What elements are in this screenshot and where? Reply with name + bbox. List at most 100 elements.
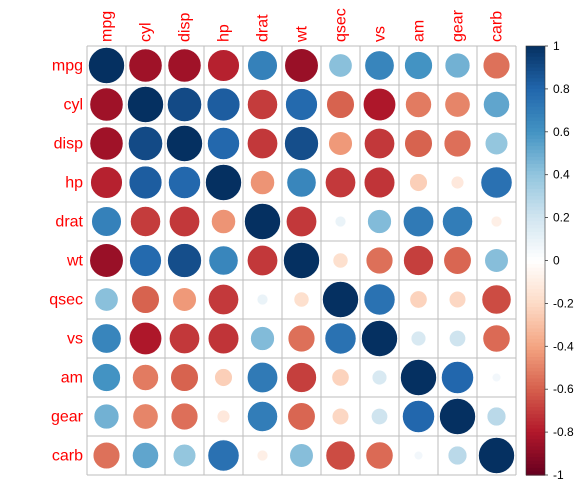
legend-tick-label: -0.2	[553, 296, 574, 310]
legend-swatch	[526, 299, 545, 304]
legend-swatch	[526, 149, 545, 154]
corr-circle-wt-am	[403, 245, 434, 276]
legend-swatch	[526, 85, 545, 90]
legend-swatch	[526, 153, 545, 158]
legend-swatch	[526, 53, 545, 58]
corr-circle-hp-cyl	[128, 165, 163, 200]
legend-swatch	[526, 328, 545, 333]
legend-swatch	[526, 346, 545, 351]
legend-swatch	[526, 278, 545, 283]
legend-swatch	[526, 353, 545, 358]
corr-circle-gear-cyl	[132, 403, 159, 430]
col-label-wt: wt	[294, 25, 311, 43]
corr-circle-carb-drat	[256, 449, 269, 462]
legend-swatch	[526, 185, 545, 190]
corr-circle-am-vs	[371, 369, 388, 386]
legend-tick-label: 1	[553, 39, 560, 53]
corr-circle-vs-drat	[250, 326, 275, 351]
corr-circle-am-mpg	[92, 363, 121, 392]
corr-circle-gear-wt	[287, 402, 316, 431]
corr-circle-disp-vs	[364, 128, 395, 159]
legend-swatch	[526, 403, 545, 408]
legend-swatch	[526, 142, 545, 147]
legend-swatch	[526, 399, 545, 405]
col-label-hp: hp	[216, 24, 233, 42]
col-label-disp: disp	[177, 13, 194, 42]
corr-circle-drat-wt	[286, 206, 317, 237]
corr-circle-disp-disp	[166, 125, 203, 162]
corr-circle-hp-wt	[286, 167, 317, 198]
legend-swatch	[526, 146, 545, 151]
legend-swatch	[526, 135, 545, 140]
legend-swatch	[526, 385, 545, 390]
legend-swatch	[526, 203, 545, 208]
corr-circle-qsec-mpg	[94, 287, 119, 312]
legend-swatch	[526, 317, 545, 322]
legend-swatch	[526, 378, 545, 383]
row-label-gear: gear	[51, 409, 84, 426]
legend-swatch	[526, 214, 545, 219]
legend-swatch	[526, 439, 545, 444]
legend-swatch	[526, 314, 545, 319]
corr-circle-disp-qsec	[328, 131, 353, 156]
legend-swatch	[526, 256, 545, 262]
legend-swatch	[526, 335, 545, 340]
legend-swatch	[526, 235, 545, 240]
legend-tick-label: 0.8	[553, 82, 570, 96]
row-label-wt: wt	[66, 253, 84, 270]
corr-circle-hp-mpg	[90, 166, 123, 199]
corr-circle-vs-am	[410, 330, 427, 347]
corr-circle-gear-drat	[247, 401, 278, 432]
legend-swatch	[526, 274, 545, 279]
corr-circle-am-gear	[441, 361, 474, 394]
corr-circle-am-carb	[491, 372, 502, 383]
corr-circle-mpg-disp	[167, 48, 202, 83]
legend-swatch	[526, 96, 545, 101]
corr-circle-am-disp	[170, 363, 199, 392]
corr-circle-hp-carb	[480, 166, 513, 199]
corr-circle-cyl-hp	[206, 87, 241, 122]
legend-swatch	[526, 60, 545, 65]
corr-circle-carb-gear	[447, 445, 468, 466]
corr-circle-vs-qsec	[324, 322, 357, 355]
corr-circle-drat-qsec	[334, 215, 347, 228]
row-label-disp: disp	[54, 136, 83, 153]
corr-circle-cyl-cyl	[127, 86, 164, 123]
color-legend: 1 0.8 0.6 0.4 0.2 0 -0.2 -0.4 -0.6 -0.8 -1	[525, 39, 574, 482]
legend-tick-label: 0	[553, 254, 560, 268]
legend-swatch	[526, 192, 545, 197]
corr-circle-disp-drat	[247, 128, 278, 159]
corr-circle-drat-carb	[490, 215, 503, 228]
legend-swatch	[526, 171, 545, 176]
legend-swatch	[526, 210, 545, 215]
corr-circle-cyl-carb	[483, 91, 510, 118]
corr-circle-carb-am	[413, 450, 424, 461]
corr-circle-cyl-wt	[285, 88, 318, 121]
corr-circle-am-hp	[214, 368, 233, 387]
corr-circle-hp-hp	[205, 164, 242, 201]
corr-circle-disp-cyl	[128, 126, 163, 161]
legend-swatch	[526, 181, 545, 187]
row-label-vs: vs	[67, 331, 83, 348]
legend-swatch	[526, 63, 545, 69]
legend-swatch	[526, 285, 545, 290]
legend-swatch	[526, 231, 545, 237]
legend-swatch	[526, 324, 545, 330]
legend-swatch	[526, 421, 545, 426]
corr-circle-drat-vs	[367, 209, 392, 234]
corr-circle-wt-hp	[208, 245, 239, 276]
legend-swatch	[526, 56, 545, 61]
legend-swatch	[526, 106, 545, 111]
row-label-drat: drat	[55, 214, 83, 231]
legend-swatch	[526, 217, 545, 222]
corr-circle-wt-cyl	[129, 244, 162, 277]
corr-circle-vs-wt	[287, 324, 316, 353]
legend-swatch	[526, 271, 545, 276]
legend-swatch	[526, 303, 545, 308]
legend-swatch	[526, 117, 545, 122]
legend-swatch	[526, 260, 545, 265]
legend-swatch	[526, 281, 545, 287]
legend-swatch	[526, 128, 545, 133]
legend-swatch	[526, 253, 545, 258]
legend-swatch	[526, 103, 545, 108]
